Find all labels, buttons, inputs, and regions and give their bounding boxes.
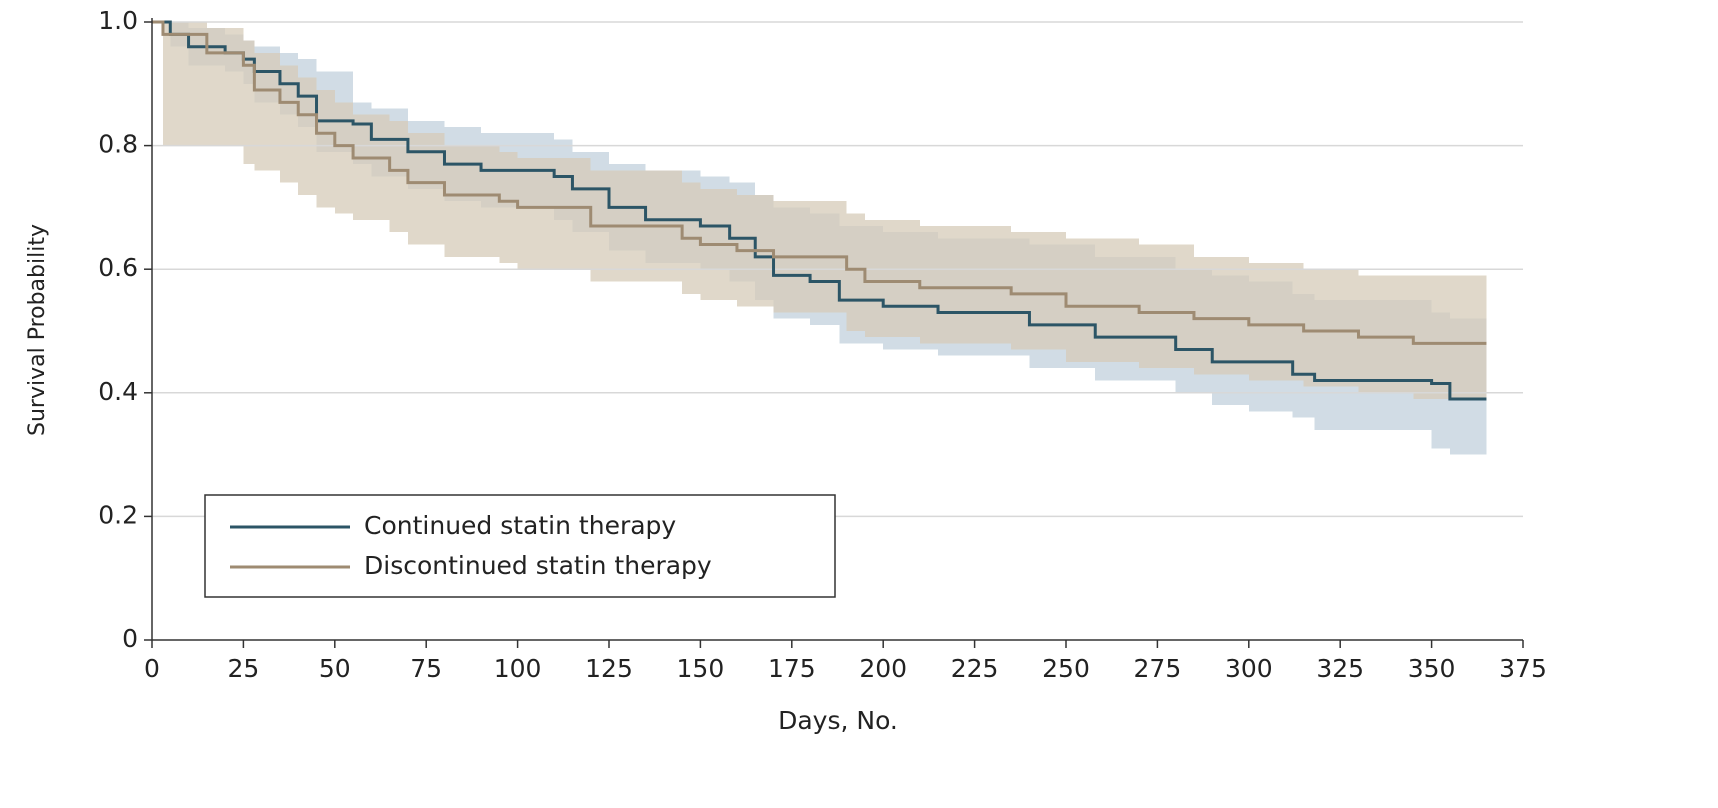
confidence-band xyxy=(1358,275,1414,393)
confidence-band xyxy=(1139,244,1194,369)
legend-box xyxy=(204,494,836,598)
x-tick-label: 350 xyxy=(1408,654,1456,683)
x-axis-title: Days, No. xyxy=(778,706,898,735)
legend-label: Continued statin therapy xyxy=(364,511,676,540)
x-tick-label: 75 xyxy=(410,654,442,683)
confidence-band xyxy=(407,133,445,245)
x-tick-label: 50 xyxy=(319,654,351,683)
confidence-band xyxy=(389,120,408,233)
y-tick-label: 0.4 xyxy=(98,377,138,406)
x-tick-label: 250 xyxy=(1042,654,1090,683)
x-tick-label: 325 xyxy=(1316,654,1364,683)
legend-label: Discontinued statin therapy xyxy=(364,551,712,580)
bands xyxy=(162,22,1487,455)
x-tick-label: 200 xyxy=(859,654,907,683)
confidence-band xyxy=(279,65,299,183)
confidence-band xyxy=(499,151,518,264)
confidence-band xyxy=(1413,275,1487,399)
x-tick-label: 25 xyxy=(227,654,259,683)
confidence-band xyxy=(444,145,500,257)
y-tick-label: 0.2 xyxy=(98,500,138,529)
confidence-band xyxy=(846,213,865,331)
x-tick-label: 0 xyxy=(144,654,160,683)
lines xyxy=(152,20,1487,401)
confidence-band xyxy=(316,89,335,208)
confidence-band xyxy=(334,102,354,214)
y-tick-label: 0 xyxy=(122,624,138,653)
confidence-band xyxy=(1066,238,1140,362)
x-tick-label: 375 xyxy=(1499,654,1547,683)
y-tick-label: 0.6 xyxy=(98,253,138,282)
survival-line xyxy=(152,20,1487,345)
x-tick-label: 300 xyxy=(1225,654,1273,683)
confidence-band xyxy=(1193,256,1249,375)
confidence-band xyxy=(1303,269,1359,387)
confidence-band xyxy=(243,40,255,165)
y-tick-label: 1.0 xyxy=(98,6,138,35)
confidence-band xyxy=(162,22,207,146)
confidence-band xyxy=(298,77,317,196)
x-tick-label: 100 xyxy=(494,654,542,683)
confidence-band xyxy=(864,219,920,338)
x-tick-label: 150 xyxy=(677,654,725,683)
confidence-band xyxy=(1011,232,1066,350)
grid xyxy=(152,21,1523,518)
legend: Continued statin therapy Discontinued sta… xyxy=(230,511,712,580)
x-tick-label: 175 xyxy=(768,654,816,683)
axes: 0 0.2 0.4 0.6 0.8 1.0 0 25 50 75 100 125 150 175 200 22… xyxy=(98,6,1547,683)
survival-line xyxy=(152,20,1487,401)
x-tick-label: 275 xyxy=(1134,654,1182,683)
y-tick-label: 0.8 xyxy=(98,130,138,159)
confidence-band xyxy=(919,225,1012,344)
y-axis-title: Survival Probability xyxy=(25,224,50,436)
x-tick-label: 125 xyxy=(585,654,633,683)
x-tick-label: 225 xyxy=(951,654,999,683)
